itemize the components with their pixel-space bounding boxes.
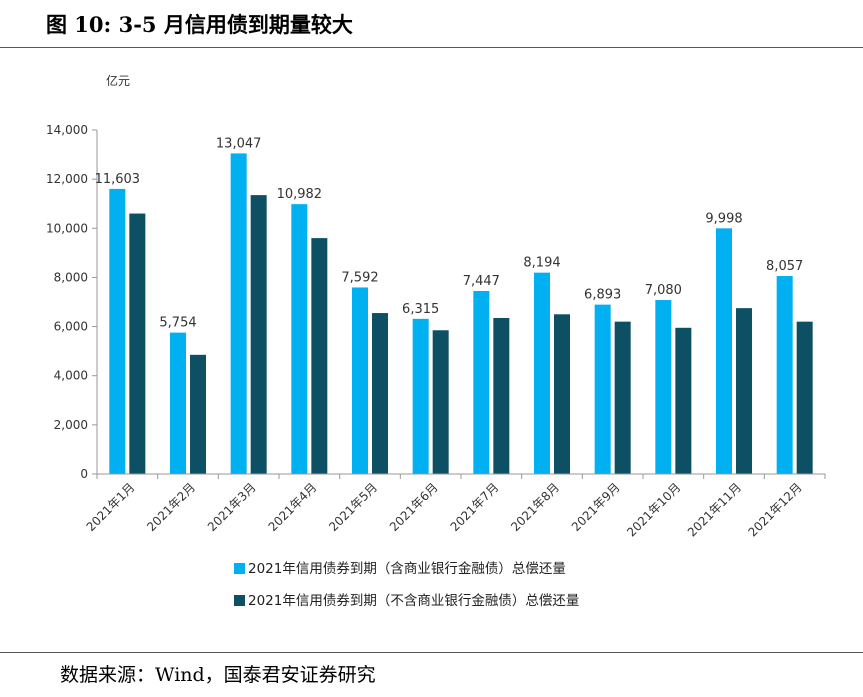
data-label: 5,754 <box>159 316 196 331</box>
data-label: 10,982 <box>277 187 323 202</box>
x-tick-label: 2021年1月 <box>84 480 138 534</box>
legend-swatch-series2 <box>234 595 245 606</box>
bar-series2-12 <box>796 321 813 474</box>
legend-swatch-series1 <box>234 563 245 574</box>
x-tick-label: 2021年12月 <box>746 480 805 539</box>
figure-title: 图 10: 3-5 月信用债到期量较大 <box>46 12 353 37</box>
x-tick-label: 2021年6月 <box>387 480 441 534</box>
data-label: 7,592 <box>341 270 378 285</box>
bar-series2-3 <box>250 195 267 474</box>
y-tick-label: 6,000 <box>54 320 88 334</box>
x-tick-label: 2021年3月 <box>205 480 259 534</box>
data-label: 7,447 <box>463 274 500 289</box>
y-tick-label: 8,000 <box>54 270 88 284</box>
legend-label-series1: 2021年信用债券到期（含商业银行金融债）总偿还量 <box>248 561 566 577</box>
bar-series2-10 <box>675 327 692 474</box>
bar-series1-9 <box>594 304 611 474</box>
bar-series1-12 <box>776 276 793 474</box>
x-tick-label: 2021年5月 <box>326 480 380 534</box>
bar-series1-3 <box>230 153 247 474</box>
x-axis: 2021年1月 2021年2月 2021年3月 2021年4月 2021年5月 2021年… <box>84 473 826 539</box>
data-label: 6,893 <box>584 288 621 303</box>
bar-series1-2 <box>170 332 186 474</box>
data-label: 11,603 <box>95 172 141 187</box>
x-tick-label: 2021年9月 <box>569 480 623 534</box>
bar-series1-4 <box>291 204 308 475</box>
data-label: 6,315 <box>402 302 439 317</box>
bar-series1-1 <box>109 188 126 475</box>
y-tick-label: 2,000 <box>54 418 88 432</box>
data-label: 8,057 <box>766 259 803 274</box>
data-label: 9,998 <box>705 211 742 226</box>
data-source-note: 数据来源：Wind，国泰君安证券研究 <box>60 664 376 686</box>
y-tick-label: 10,000 <box>46 221 88 235</box>
data-label: 8,194 <box>523 256 560 271</box>
x-tick-label: 2021年2月 <box>144 480 198 534</box>
y-tick-label: 0 <box>80 467 88 481</box>
bar-series1-5 <box>352 287 368 474</box>
data-label: 13,047 <box>216 136 262 151</box>
data-label: 7,080 <box>645 283 682 298</box>
legend-label-series2: 2021年信用债券到期（不含商业银行金融债）总偿还量 <box>248 593 579 609</box>
bar-series1-11 <box>716 228 732 474</box>
y-tick-label: 14,000 <box>46 123 88 137</box>
bar-series2-2 <box>190 354 206 474</box>
y-axis-unit-label: 亿元 <box>106 73 130 88</box>
bar-series2-4 <box>311 238 328 474</box>
bar-series1-6 <box>412 318 429 474</box>
x-tick-label: 2021年4月 <box>266 480 320 534</box>
bar-series1-7 <box>473 291 490 474</box>
bar-series1-8 <box>534 272 550 474</box>
bar-series2-9 <box>614 321 631 474</box>
bars: 11,603 5,754 13,047 10,982 7,592 6,315 7,447 8,… <box>95 136 813 475</box>
bar-series2-1 <box>129 213 146 475</box>
bar-series2-8 <box>554 314 570 474</box>
y-tick-label: 4,000 <box>54 369 88 383</box>
bar-series2-5 <box>372 313 388 474</box>
bar-chart: 亿元 0 2,000 4,000 6,000 8,000 10,000 12,000 14,0… <box>46 73 826 609</box>
top-divider <box>0 47 863 48</box>
x-tick-label: 2021年11月 <box>685 480 744 539</box>
x-tick-label: 2021年10月 <box>624 480 683 539</box>
x-tick-label: 2021年7月 <box>448 480 502 534</box>
y-axis: 0 2,000 4,000 6,000 8,000 10,000 12,000 14,000 <box>46 123 98 481</box>
x-tick-label: 2021年8月 <box>508 480 562 534</box>
bar-series2-7 <box>493 317 510 474</box>
bar-series1-10 <box>655 300 672 474</box>
bar-series2-11 <box>736 308 752 474</box>
bar-series2-6 <box>432 330 449 474</box>
y-tick-label: 12,000 <box>46 172 88 186</box>
bottom-divider <box>0 652 863 653</box>
legend: 2021年信用债券到期（含商业银行金融债）总偿还量 2021年信用债券到期（不含商… <box>234 561 579 609</box>
